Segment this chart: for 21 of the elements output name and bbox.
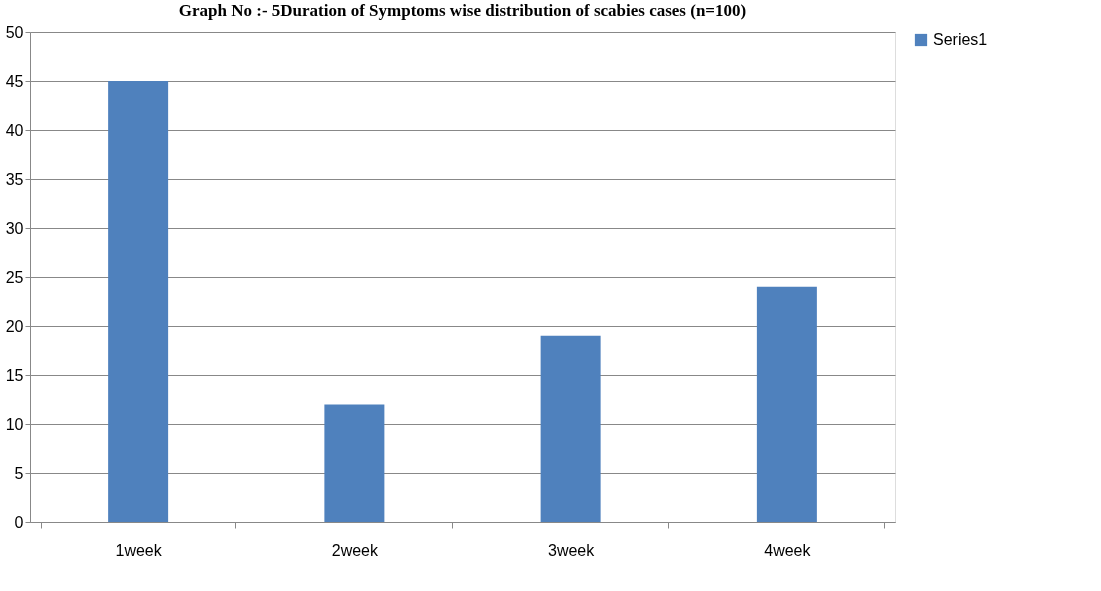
y-tick-label: 0 xyxy=(14,513,24,531)
bar xyxy=(108,81,169,522)
y-tick-label: 35 xyxy=(5,170,24,188)
bar xyxy=(540,335,601,522)
y-tick-label: 30 xyxy=(5,219,24,237)
y-tick-label: 25 xyxy=(5,268,24,286)
legend-label: Series1 xyxy=(933,31,988,48)
x-tick-label: 1week xyxy=(115,541,163,559)
chart-title: Graph No :- 5Duration of Symptoms wise distribution of scabies cases (n=100) xyxy=(178,1,747,20)
y-tick-label: 5 xyxy=(14,464,24,482)
x-tick-label: 2week xyxy=(331,541,379,559)
y-tick-label: 20 xyxy=(5,317,24,335)
y-tick-label: 50 xyxy=(5,23,24,41)
bar xyxy=(324,404,385,522)
x-tick-label: 4week xyxy=(764,541,812,559)
y-tick-label: 45 xyxy=(5,72,24,90)
x-tick-label: 3week xyxy=(548,541,596,559)
y-tick-label: 10 xyxy=(5,415,24,433)
y-tick-label: 40 xyxy=(5,121,24,139)
y-tick-label: 15 xyxy=(5,366,24,384)
bar xyxy=(756,286,817,522)
